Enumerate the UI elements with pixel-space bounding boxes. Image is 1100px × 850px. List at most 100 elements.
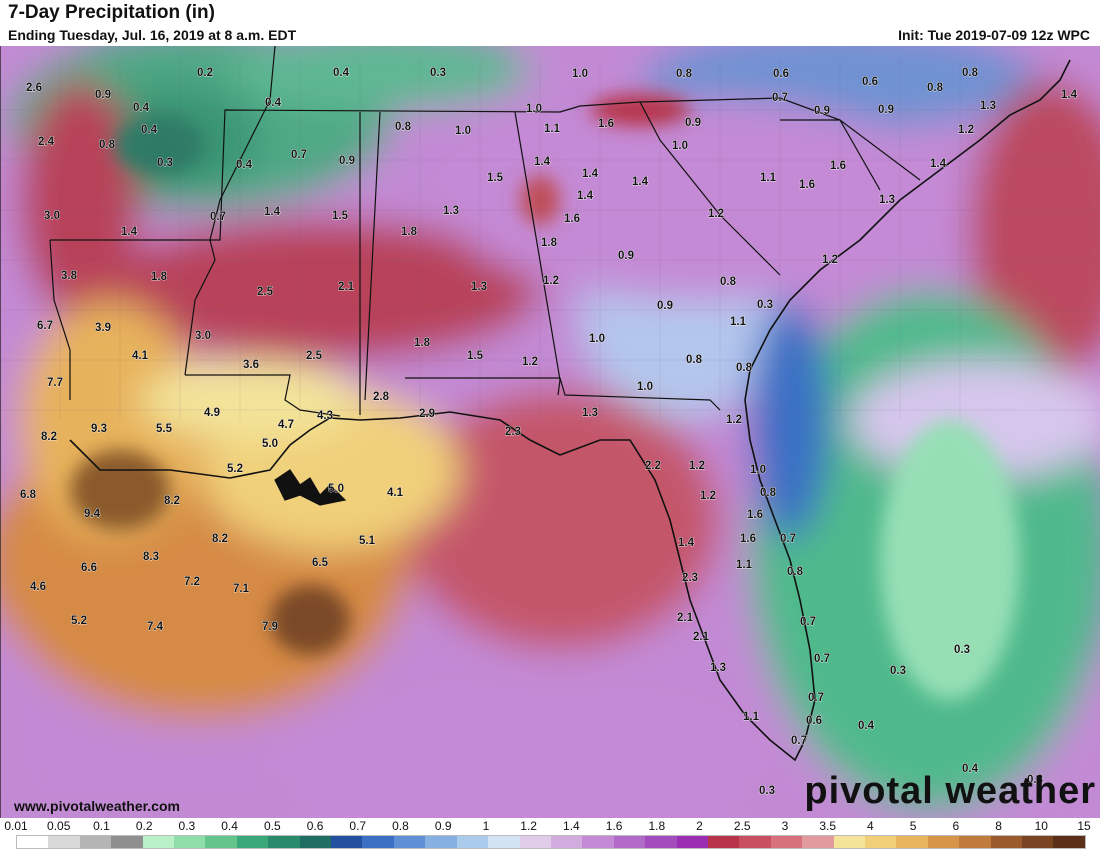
precip-value-label: 1.6 [799,179,815,191]
legend-swatch [1022,836,1054,848]
precip-value-label: 0.9 [685,117,701,129]
precip-value-label: 0.6 [773,68,789,80]
precip-value-label: 8.2 [41,431,57,443]
precip-value-label: 0.4 [236,159,253,171]
precip-value-label: 0.3 [757,299,773,311]
precip-value-label: 1.1 [736,559,753,571]
legend-swatch [864,836,897,848]
precip-value-label: 1.8 [541,237,558,249]
precip-value-label: 5.1 [359,535,376,547]
precip-value-label: 0.9 [618,250,634,262]
precip-value-label: 1.2 [726,414,742,426]
legend-tick-label: 0.05 [47,819,71,833]
precip-value-label: 3.6 [243,359,259,371]
precip-value-label: 1.4 [1061,89,1078,101]
legend-swatch [299,836,332,848]
precip-value-label: 4.6 [30,581,46,593]
map-canvas: 2.6 0.9 0.2 0.4 0.3 1.0 0.8 0.6 0.6 0.8 0.4 0.4 0.8 0… [0,46,1100,818]
legend-tick-label: 0.6 [306,819,324,833]
precip-value-label: 0.3 [759,785,775,797]
precip-value-label: 5.0 [262,438,278,450]
precip-value-label: 1.4 [632,176,649,188]
legend-swatch [142,836,175,848]
precip-value-label: 1.6 [598,118,614,130]
map-value-labels: 2.6 0.9 0.2 0.4 0.3 1.0 0.8 0.6 0.6 0.8 0.4 0.4 0.8 0… [20,67,1078,798]
precip-value-label: 2.1 [338,281,355,293]
precip-value-label: 0.8 [760,487,777,499]
louisiana-marsh [274,469,347,506]
legend-tick-label: 3 [781,819,789,833]
legend-tick-label: 10 [1034,819,1048,833]
precip-value-label: 1.6 [747,509,763,521]
precip-value-label: 0.7 [814,653,830,665]
legend-swatch [770,836,803,848]
precip-value-label: 9.4 [84,508,101,520]
precip-value-label: 1.2 [689,460,705,472]
legend-swatch [613,836,646,848]
precip-value-label: 1.2 [543,275,559,287]
precip-value-label: 4.1 [387,487,404,499]
legend-swatch [833,836,865,848]
precip-value-label: 1.2 [822,254,838,266]
legend-colorbar [16,835,1086,849]
precip-value-label: 4.9 [204,407,220,419]
legend-swatch [990,836,1022,848]
precip-value-label: 1.0 [589,333,605,345]
precip-value-label: 1.4 [121,226,138,238]
map-header: 7-Day Precipitation (in) Ending Tuesday,… [0,0,1100,46]
precip-value-label: 1.6 [564,213,580,225]
precip-value-label: 8.2 [212,533,228,545]
precip-value-label: 1.1 [730,316,747,328]
precip-value-label: 2.3 [682,572,698,584]
precip-value-label: 4.3 [317,410,333,422]
precip-value-label: 1.6 [830,160,846,172]
precip-value-label: 0.6 [862,76,878,88]
precip-value-label: 0.7 [808,692,824,704]
precip-value-label: 0.7 [772,92,788,104]
precip-value-label: 2.5 [257,286,274,298]
precip-value-label: 0.7 [800,616,816,628]
precip-value-label: 1.2 [708,208,724,220]
precip-value-label: 0.4 [858,720,875,732]
precip-value-label: 0.3 [157,157,173,169]
legend-tick-label: 0.2 [135,819,153,833]
legend-tick-label: 0.9 [434,819,452,833]
precip-value-label: 0.3 [1027,774,1043,786]
precip-value-label: 0.7 [780,533,796,545]
precip-value-label: 0.4 [333,67,350,79]
legend-swatch [927,836,960,848]
precip-value-label: 2.5 [306,350,323,362]
precip-value-label: 1.3 [471,281,487,293]
precip-value-label: 1.3 [710,662,726,674]
precip-value-label: 0.2 [197,67,213,79]
precip-value-label: 0.8 [676,68,693,80]
precip-value-label: 9.3 [91,423,107,435]
precip-value-label: 0.7 [291,149,307,161]
precip-value-label: 1.5 [332,210,349,222]
legend-tick-label: 6 [952,819,960,833]
precip-value-label: 1.1 [743,711,760,723]
precip-value-label: 1.8 [401,226,418,238]
precip-value-label: 3.8 [61,270,78,282]
legend-swatch [268,836,300,848]
precip-value-label: 0.8 [927,82,944,94]
precip-value-label: 1.0 [526,103,542,115]
precip-value-label: 0.6 [806,715,822,727]
legend-swatch [488,836,520,848]
brand-watermark: pivotal weather [804,770,1096,812]
legend-swatch [676,836,708,848]
precip-value-label: 6.7 [37,320,53,332]
legend-swatch [17,836,49,848]
precip-value-label: 1.4 [264,206,281,218]
legend-tick-label: 2 [696,819,703,833]
precip-value-label: 1.3 [980,100,996,112]
precip-cores [70,94,1020,700]
precip-value-label: 1.1 [544,123,561,135]
precip-value-label: 0.9 [339,155,355,167]
precip-value-label: 1.4 [577,190,594,202]
precip-value-label: 2.6 [26,82,42,94]
legend-swatch [550,836,583,848]
legend-tick-label: 5 [909,819,917,833]
legend-swatch [519,836,551,848]
legend-swatch [582,836,614,848]
